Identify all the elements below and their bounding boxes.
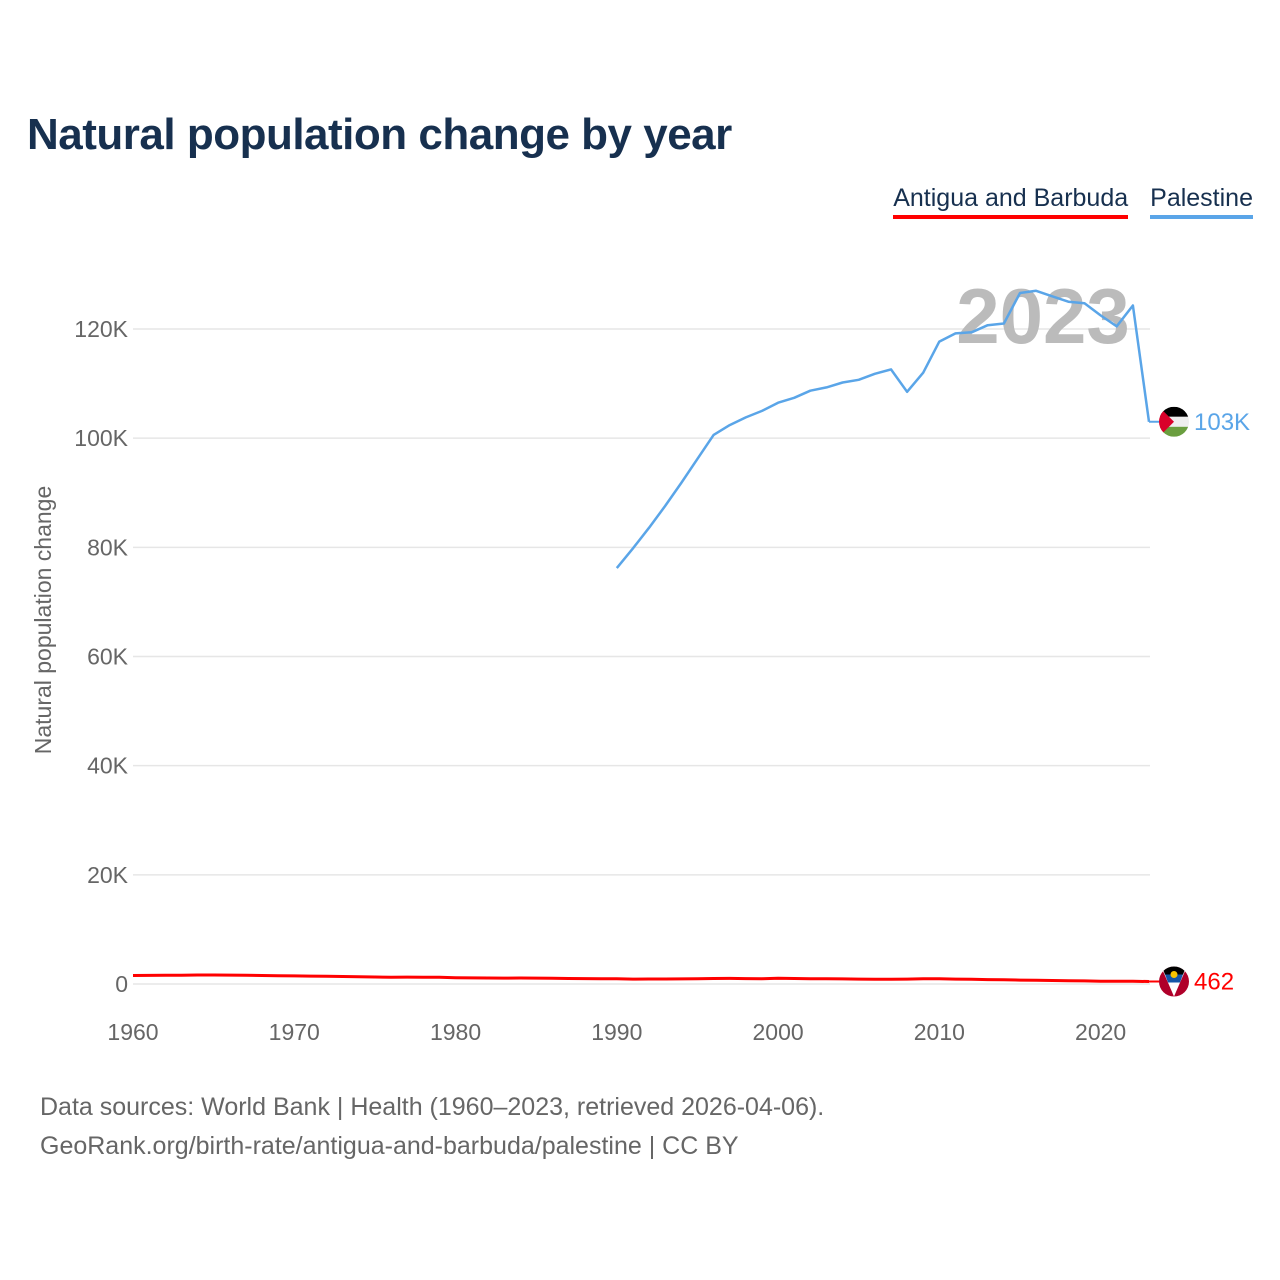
legend: Antigua and Barbuda Palestine <box>893 184 1253 219</box>
x-tick-label: 2020 <box>1075 1019 1126 1045</box>
footer: Data sources: World Bank | Health (1960–… <box>40 1088 824 1166</box>
series-line-palestine <box>615 289 1151 569</box>
year-watermark: 2023 <box>956 272 1130 360</box>
legend-item-palestine[interactable]: Palestine <box>1150 184 1253 219</box>
x-tick-label: 1970 <box>269 1019 320 1045</box>
x-tick-label: 1980 <box>430 1019 481 1045</box>
legend-item-antigua-and-barbuda[interactable]: Antigua and Barbuda <box>893 184 1129 219</box>
x-tick-label: 1960 <box>107 1019 158 1045</box>
y-tick-label: 60K <box>87 644 129 670</box>
x-tick-label: 2010 <box>914 1019 965 1045</box>
end-value-label: 462 <box>1194 968 1234 995</box>
chart-title: Natural population change by year <box>27 110 732 159</box>
data-source-note: Data sources: World Bank | Health (1960–… <box>40 1093 825 1121</box>
y-tick-label: 20K <box>87 862 129 888</box>
y-tick-label: 120K <box>74 316 128 342</box>
x-tick-label: 1990 <box>591 1019 642 1045</box>
y-tick-label: 100K <box>74 425 128 451</box>
series-line-antigua-and-barbuda <box>132 973 1150 983</box>
y-tick-label: 80K <box>87 534 129 560</box>
antigua-and-barbuda-flag-icon <box>1159 966 1189 997</box>
source-link[interactable]: GeoRank.org/birth-rate/antigua-and-barbu… <box>40 1132 739 1160</box>
y-tick-label: 0 <box>115 971 128 997</box>
end-value-label: 103K <box>1194 409 1250 436</box>
x-tick-label: 2000 <box>752 1019 803 1045</box>
y-axis-label: Natural population change <box>30 486 56 755</box>
y-tick-label: 40K <box>87 753 129 779</box>
palestine-flag-icon <box>1159 406 1189 437</box>
